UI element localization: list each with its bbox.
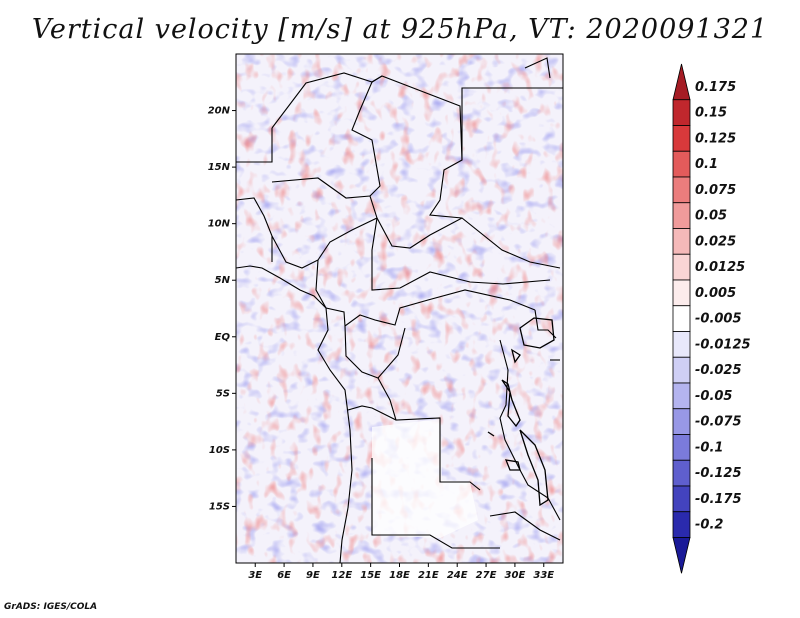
- colorbar-label: 0.05: [695, 209, 727, 224]
- lon-tick-label: 30E: [505, 570, 526, 581]
- colorbar-label: 0.125: [695, 131, 736, 146]
- colorbar-swatch: [672, 331, 691, 358]
- lon-tick-label: 9E: [306, 570, 320, 581]
- colorbar-swatch: [672, 434, 691, 461]
- colorbar-label: -0.0125: [695, 337, 751, 352]
- colorbar-swatch: [672, 408, 691, 435]
- colorbar-bottom-arrow: [672, 537, 691, 574]
- lat-tick-label: 10S: [209, 445, 230, 456]
- colorbar-swatch: [672, 279, 691, 307]
- lon-tick-label: 15E: [360, 570, 381, 581]
- lakes: [487, 317, 555, 507]
- colorbar-label: -0.1: [695, 440, 723, 455]
- colorbar-label: -0.075: [695, 415, 742, 430]
- country-borders: [236, 57, 563, 563]
- colorbar-swatch: [672, 150, 691, 178]
- colorbar-label: 0.15: [695, 106, 727, 121]
- colorbar-label: 0.025: [695, 234, 736, 249]
- colorbar-swatch: [672, 305, 691, 332]
- lon-tick-label: 3E: [248, 570, 262, 581]
- colorbar-swatch: [672, 253, 691, 281]
- colorbar-label: 0.005: [695, 286, 736, 301]
- colorbar-swatch: [672, 202, 691, 229]
- grads-credit: GrADS: IGES/COLA: [4, 602, 98, 612]
- lat-tick-label: 5S: [216, 388, 230, 399]
- colorbar-label: -0.175: [695, 492, 742, 507]
- colorbar-swatch: [672, 382, 691, 410]
- map-panel: [236, 54, 563, 563]
- colorbar-swatch: [672, 176, 691, 204]
- colorbar-top-arrow: [672, 63, 691, 101]
- colorbar-label: 0.0125: [695, 260, 745, 275]
- colorbar-label: -0.005: [695, 312, 742, 327]
- lon-tick-label: 12E: [331, 570, 352, 581]
- lat-tick-label: 20N: [208, 106, 231, 117]
- lon-tick-label: 18E: [389, 570, 410, 581]
- colorbar-swatch: [672, 99, 691, 126]
- colorbar-swatch: [672, 459, 691, 487]
- colorbar-label: -0.2: [695, 518, 723, 533]
- colorbar-swatch: [672, 485, 691, 513]
- lon-tick-label: 24E: [447, 570, 468, 581]
- lat-tick-label: 10N: [208, 219, 231, 230]
- colorbar-swatch: [672, 125, 691, 152]
- lat-tick-label: EQ: [215, 332, 231, 343]
- longitude-axis: 3E 6E 9E 12E 15E 18E 21E 24E 27E 30E 33E: [248, 563, 554, 581]
- lat-tick-label: 15N: [208, 162, 231, 173]
- colorbar-label: 0.1: [695, 157, 718, 172]
- lat-tick-label: 15S: [209, 501, 230, 512]
- colorbar-label: -0.05: [695, 389, 732, 404]
- colorbar-swatch: [672, 511, 691, 538]
- colorbar-label: 0.075: [695, 183, 736, 198]
- colorbar-swatch: [672, 228, 691, 255]
- lon-tick-label: 21E: [418, 570, 439, 581]
- colorbar-label: -0.125: [695, 466, 742, 481]
- lon-tick-label: 33E: [533, 570, 554, 581]
- lon-tick-label: 27E: [476, 570, 497, 581]
- colorbar-label: 0.175: [695, 80, 736, 95]
- map-title: Vertical velocity [m/s] at 925hPa, VT: 2…: [31, 14, 769, 45]
- colorbar-label: -0.025: [695, 363, 742, 378]
- colorbar-swatch: [672, 356, 691, 384]
- lat-tick-label: 5N: [215, 275, 231, 286]
- colorbar: 0.175 0.15 0.125 0.1 0.075 0.05 0.025 0.0125 0.0…: [672, 63, 751, 574]
- lon-tick-label: 6E: [277, 570, 291, 581]
- latitude-axis: 20N 15N 10N 5N EQ 5S 10S 15S: [208, 106, 236, 512]
